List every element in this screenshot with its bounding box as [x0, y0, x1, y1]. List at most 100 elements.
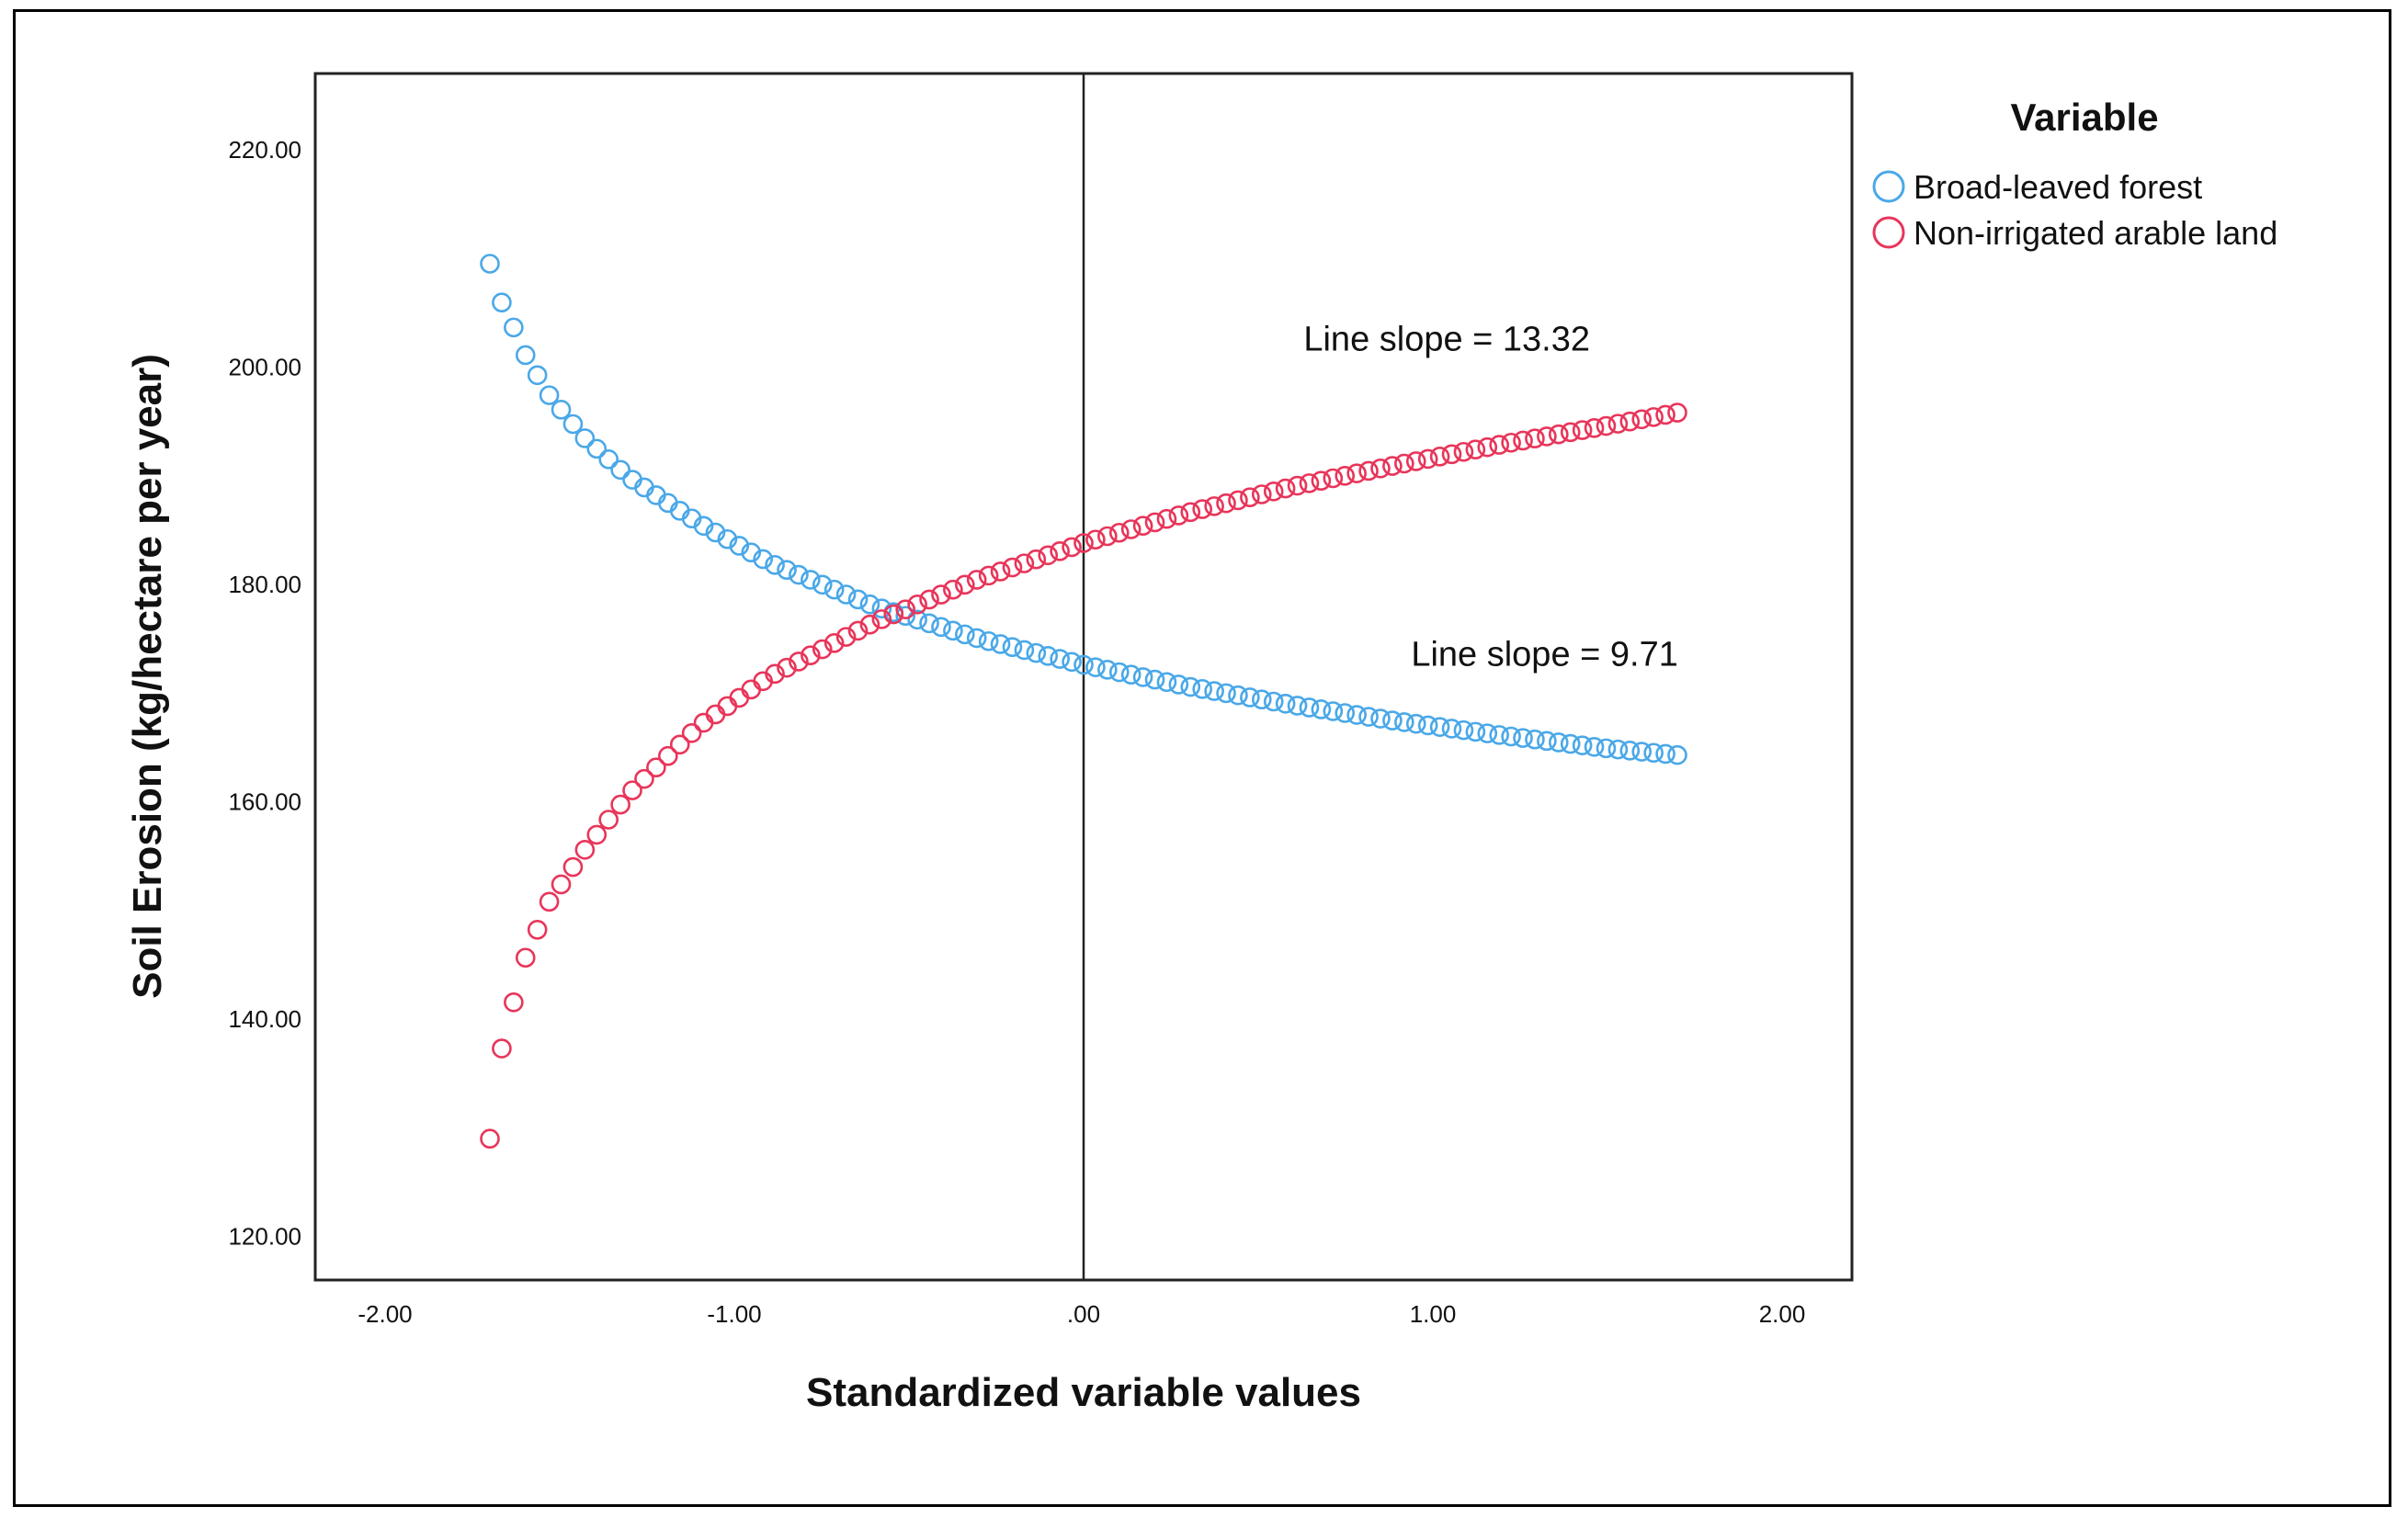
data-point — [1120, 664, 1142, 685]
data-point — [765, 555, 785, 575]
y-tick-label: 160.00 — [228, 788, 301, 816]
data-point — [1655, 743, 1675, 765]
legend-title: Variable — [2010, 96, 2158, 139]
data-point — [1132, 515, 1153, 537]
data-point — [1002, 637, 1023, 657]
data-point — [789, 564, 809, 585]
data-point — [1572, 735, 1593, 755]
data-point — [1335, 703, 1356, 723]
x-axis-ticks: -2.00 -1.00 .00 1.00 2.00 — [358, 1300, 1805, 1328]
data-point — [895, 599, 916, 619]
data-point — [847, 620, 869, 641]
data-point — [1560, 733, 1581, 754]
data-point — [1204, 496, 1224, 516]
data-point — [1513, 430, 1533, 451]
data-point — [777, 560, 797, 580]
data-point — [1120, 519, 1142, 539]
data-point — [1216, 683, 1236, 704]
slope-annotation: Line slope = 13.32 — [1303, 321, 1590, 359]
data-point — [1607, 739, 1629, 760]
data-point — [1513, 728, 1533, 748]
data-point — [1228, 685, 1248, 706]
data-point — [539, 891, 560, 912]
data-point — [931, 617, 951, 638]
data-point — [1263, 481, 1284, 502]
data-point — [562, 856, 584, 878]
data-point — [883, 604, 904, 625]
data-point — [1299, 697, 1320, 718]
data-point — [1453, 719, 1474, 741]
data-point — [895, 606, 916, 627]
data-point — [1667, 402, 1687, 423]
data-point — [1405, 713, 1426, 734]
data-point — [1501, 726, 1521, 747]
data-point — [1062, 537, 1082, 558]
data-point — [1631, 742, 1653, 762]
data-point — [1584, 736, 1605, 757]
data-point — [823, 633, 845, 653]
data-point — [835, 584, 857, 605]
data-point — [610, 794, 630, 815]
data-point — [574, 839, 596, 860]
data-point — [1085, 529, 1106, 550]
data-point — [1596, 415, 1617, 436]
data-point — [1156, 508, 1177, 529]
data-point — [504, 991, 524, 1013]
series-0 — [480, 254, 1687, 765]
data-point — [1370, 458, 1391, 479]
data-point — [1441, 444, 1462, 465]
chart-frame — [13, 9, 2391, 1507]
data-point — [1014, 640, 1035, 661]
data-point — [586, 438, 608, 459]
data-point — [1643, 742, 1664, 764]
data-point — [1489, 725, 1509, 745]
data-point — [1358, 460, 1379, 481]
data-point — [1537, 731, 1557, 752]
data-point — [1441, 719, 1462, 739]
data-point — [955, 574, 975, 595]
data-point — [1180, 676, 1201, 697]
data-point — [1180, 502, 1201, 523]
data-point — [1525, 428, 1545, 448]
data-point — [1501, 432, 1521, 453]
data-point — [1619, 411, 1641, 432]
data-point — [1323, 468, 1344, 489]
data-point — [1002, 557, 1023, 578]
data-point — [1465, 439, 1486, 460]
data-point — [1287, 696, 1308, 716]
data-point — [801, 570, 821, 590]
data-point — [1323, 701, 1344, 721]
data-point — [1477, 436, 1498, 458]
data-point — [966, 628, 987, 649]
data-point — [1560, 422, 1581, 443]
data-point — [1192, 499, 1212, 519]
y-axis-title: Soil Erosion (kg/hectare per year) — [125, 354, 170, 999]
x-tick-label: .00 — [1067, 1300, 1100, 1328]
data-point — [1097, 660, 1118, 680]
data-point — [480, 254, 500, 274]
data-point — [515, 947, 536, 969]
data-point — [1655, 404, 1675, 425]
data-point — [1346, 705, 1367, 725]
x-tick-label: 1.00 — [1410, 1300, 1457, 1328]
x-tick-label: -2.00 — [358, 1300, 412, 1328]
data-point — [1382, 456, 1403, 476]
data-point — [729, 687, 750, 708]
data-point — [1584, 418, 1605, 438]
data-point — [504, 317, 524, 338]
data-point — [1050, 541, 1070, 561]
data-point — [1108, 522, 1130, 543]
data-point — [551, 874, 572, 895]
data-point — [1050, 649, 1070, 669]
slope-annotation: Line slope = 9.71 — [1411, 636, 1678, 674]
data-point — [1026, 642, 1047, 663]
data-point — [955, 624, 975, 645]
data-point — [1144, 669, 1165, 690]
data-point — [1429, 717, 1450, 737]
data-point — [1014, 553, 1035, 573]
data-point — [1038, 646, 1059, 666]
data-point — [1358, 707, 1379, 727]
data-point — [1073, 654, 1094, 675]
data-point — [1346, 463, 1367, 483]
